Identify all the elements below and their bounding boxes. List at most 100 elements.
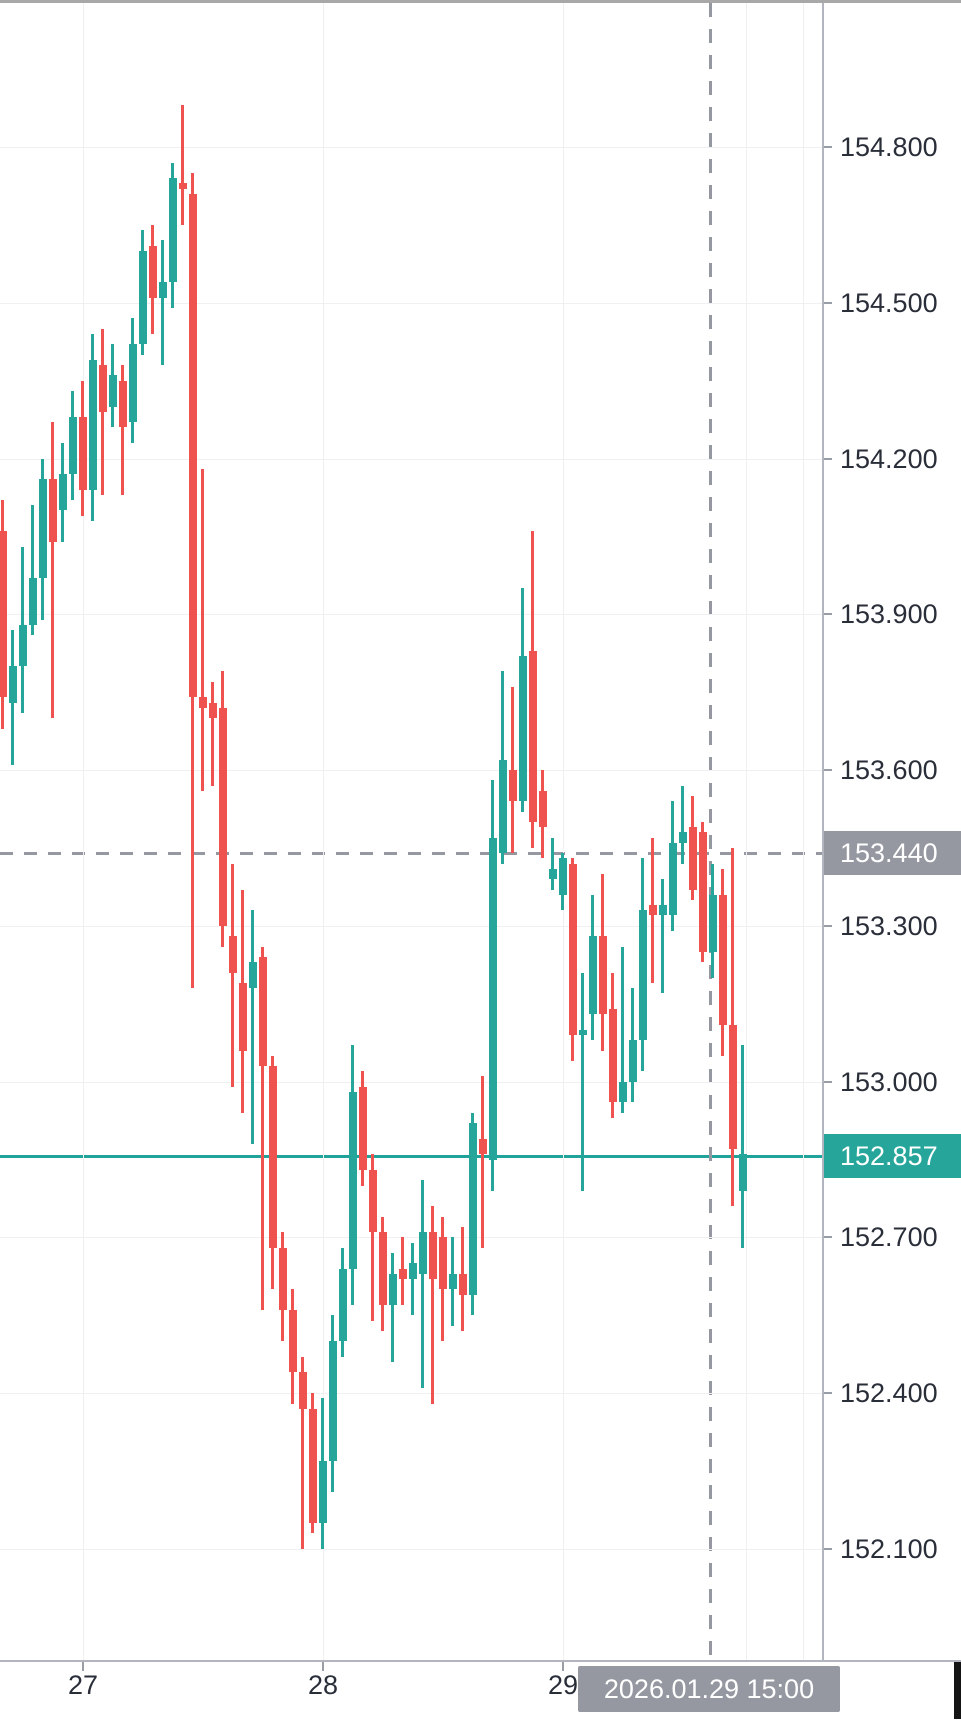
candle — [248, 962, 257, 989]
candle — [138, 250, 147, 345]
candle — [408, 1263, 417, 1279]
candle — [358, 1086, 367, 1170]
time-tick — [562, 1662, 564, 1671]
candle — [38, 479, 47, 578]
price-scale[interactable]: 153.440 152.857 154.800 154.500 154.200 153… — [822, 3, 961, 1660]
candle — [228, 936, 237, 973]
candle — [498, 759, 507, 854]
candle — [28, 577, 37, 625]
candle — [318, 1460, 327, 1524]
candle — [118, 380, 127, 428]
gridline-vertical — [803, 3, 804, 1660]
candle — [178, 183, 187, 189]
candle — [478, 1138, 487, 1155]
candle-wick — [681, 785, 684, 864]
candle-wick — [51, 422, 54, 719]
candle — [18, 624, 27, 667]
candle — [238, 983, 247, 1051]
candle — [198, 697, 207, 708]
candle-wick — [251, 910, 254, 1144]
candle — [278, 1247, 287, 1311]
candle — [528, 650, 537, 823]
candle — [708, 894, 717, 952]
candle — [458, 1273, 467, 1295]
candle-wick — [301, 1356, 304, 1549]
candle — [518, 655, 527, 802]
gridline-horizontal — [0, 1237, 822, 1239]
gridline-horizontal — [0, 770, 822, 772]
candle — [168, 178, 177, 282]
candle-wick — [101, 328, 104, 495]
scrollbar-handle[interactable] — [954, 1662, 961, 1719]
price-tick-label: 154.200 — [840, 443, 938, 474]
candle — [508, 770, 517, 802]
price-tick — [824, 1392, 832, 1395]
price-tick-label: 153.000 — [840, 1066, 938, 1097]
price-tick-label: 152.700 — [840, 1222, 938, 1253]
candle — [428, 1232, 437, 1279]
candle-wick — [421, 1180, 424, 1389]
candle — [48, 479, 57, 542]
gridline-horizontal — [0, 614, 822, 616]
candle — [658, 905, 667, 916]
candle-wick — [741, 1045, 744, 1248]
crosshair-time-badge: 2026.01.29 15:00 — [578, 1666, 840, 1712]
time-tick — [322, 1662, 324, 1671]
candle-wick — [211, 681, 214, 786]
candle — [608, 1008, 617, 1103]
current-price-badge: 152.857 — [824, 1133, 961, 1178]
candle — [568, 863, 577, 1035]
gridline-vertical — [746, 3, 747, 1660]
candle-wick — [201, 468, 204, 791]
candle — [558, 858, 567, 895]
candle — [98, 365, 107, 412]
gridline-horizontal — [0, 147, 822, 148]
candle — [728, 1024, 737, 1150]
chart-plot-area[interactable] — [0, 3, 822, 1660]
candle — [618, 1081, 627, 1103]
price-tick-label: 153.300 — [840, 910, 938, 941]
candle — [128, 344, 137, 423]
candle — [348, 1092, 357, 1269]
candle-wick — [581, 972, 584, 1191]
candle — [158, 282, 167, 298]
candle — [68, 417, 77, 475]
candle — [88, 359, 97, 490]
gridline-horizontal — [0, 925, 822, 927]
price-tick — [824, 1080, 832, 1083]
candle-wick — [121, 365, 124, 495]
price-tick-label: 153.900 — [840, 599, 938, 630]
candle — [588, 936, 597, 1015]
gridline-horizontal — [0, 1549, 822, 1550]
candle-wick — [551, 837, 554, 890]
candle — [338, 1268, 347, 1342]
candle-wick — [371, 1154, 374, 1321]
candle — [578, 1029, 587, 1035]
candle — [468, 1123, 477, 1295]
candle — [298, 1372, 307, 1409]
candle — [148, 245, 157, 298]
candle — [738, 1154, 747, 1191]
candle-wick — [231, 863, 234, 1087]
price-tick-label: 152.400 — [840, 1378, 938, 1409]
time-scale[interactable]: 2026.01.29 15:00 27 28 29 — [0, 1660, 961, 1721]
candle — [108, 375, 117, 407]
time-tick — [82, 1662, 84, 1671]
candle-wick — [31, 505, 34, 636]
candle — [638, 910, 647, 1041]
candle — [388, 1273, 397, 1305]
candle-wick — [261, 946, 264, 1311]
candle — [78, 417, 87, 490]
candle-wick — [481, 1076, 484, 1248]
price-tick — [824, 301, 832, 304]
price-tick — [824, 457, 832, 460]
candle — [718, 894, 727, 1025]
gridline-horizontal — [0, 1393, 822, 1395]
price-tick-label: 153.600 — [840, 755, 938, 786]
candle — [488, 837, 497, 1160]
candle — [188, 193, 197, 698]
candle-wick — [431, 1206, 434, 1404]
candle — [368, 1169, 377, 1233]
candle — [8, 666, 17, 703]
candle — [688, 827, 697, 890]
